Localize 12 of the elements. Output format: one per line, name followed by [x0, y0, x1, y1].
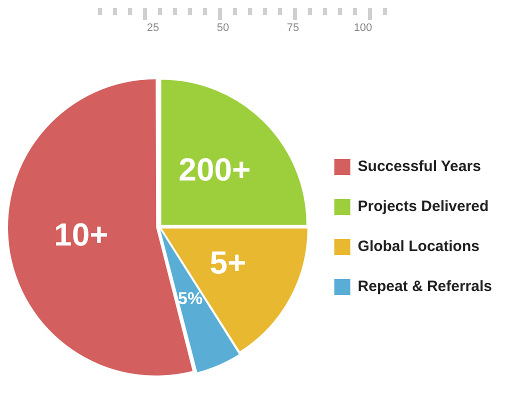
data-label: 5+ — [210, 244, 246, 281]
legend-label: Projects Delivered — [358, 198, 489, 216]
data-label: 10+ — [54, 216, 108, 253]
text: 50 — [216, 22, 230, 34]
text: 75 — [286, 22, 300, 34]
data-label: 200+ — [178, 151, 251, 188]
legend-label: Successful Years — [358, 158, 481, 176]
text: 100 — [352, 22, 374, 34]
legend-label: Global Locations — [358, 238, 480, 256]
data-label: 5% — [178, 288, 203, 308]
legend-label: Repeat & Referrals — [358, 278, 492, 296]
text: 25 — [146, 22, 160, 34]
